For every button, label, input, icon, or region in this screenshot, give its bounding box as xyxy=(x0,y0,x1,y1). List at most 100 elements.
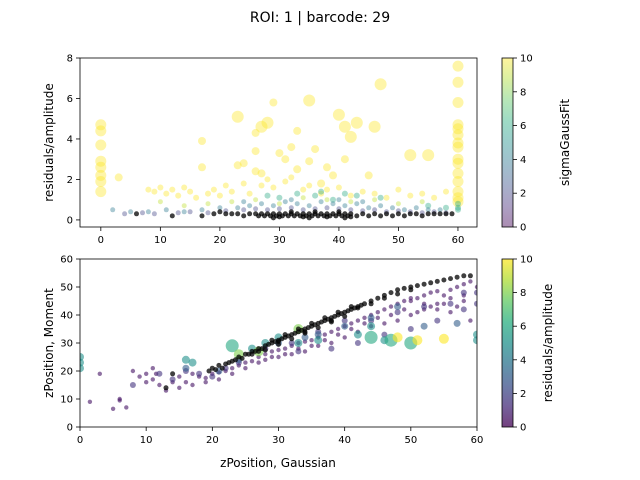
bottom-colorbar: 0 2 4 6 8 10 residuals/amplitude xyxy=(501,255,555,434)
top-data-point xyxy=(377,194,384,201)
top-data-point xyxy=(455,204,461,211)
top-colorbar-tick-label: 2 xyxy=(520,189,526,200)
top-data-point xyxy=(239,159,248,168)
top-data-point xyxy=(122,211,128,217)
top-black-point xyxy=(354,213,360,219)
bottom-y-ticks: 0 10 20 30 40 50 60 xyxy=(60,255,80,434)
bottom-black-point xyxy=(309,320,315,326)
bottom-data-point xyxy=(295,348,302,355)
top-black-point xyxy=(449,211,455,217)
bottom-data-point xyxy=(301,333,309,341)
bottom-black-point xyxy=(342,313,348,319)
top-data-point xyxy=(233,161,242,170)
bottom-data-point xyxy=(468,279,473,284)
top-data-point xyxy=(205,190,211,197)
bottom-x-tick-label: 50 xyxy=(404,435,417,446)
top-y-tick-label: 8 xyxy=(67,54,73,65)
top-data-point xyxy=(330,196,336,203)
bottom-data-point xyxy=(294,339,303,347)
bottom-data-point xyxy=(362,315,367,320)
bottom-black-point xyxy=(434,278,440,284)
bottom-data-point xyxy=(314,331,322,339)
top-data-point xyxy=(371,190,378,197)
top-scatter-plot: 0 10 20 30 40 50 60 0 2 4 6 8 residuals/amplitude xyxy=(42,54,478,246)
top-data-point xyxy=(354,201,360,207)
top-data-point xyxy=(145,186,152,193)
bottom-data-point xyxy=(461,298,466,304)
bottom-data-point xyxy=(421,303,428,310)
bottom-data-point xyxy=(415,310,420,315)
bottom-data-point xyxy=(269,354,275,360)
bottom-data-point xyxy=(276,354,281,360)
bottom-black-point xyxy=(295,326,301,332)
top-data-point xyxy=(288,205,294,211)
bottom-data-point xyxy=(144,371,149,376)
bottom-colorbar-tick-label: 8 xyxy=(520,288,526,299)
top-data-point xyxy=(228,188,235,195)
top-y-axis-label: residuals/amplitude xyxy=(42,83,56,201)
top-data-point xyxy=(264,192,271,199)
top-data-point xyxy=(443,188,449,195)
bottom-y-tick-label: 0 xyxy=(67,423,73,434)
bottom-black-point xyxy=(289,336,295,342)
top-colorbar-tick-label: 0 xyxy=(520,223,526,234)
bottom-data-point xyxy=(402,307,407,312)
bottom-y-axis-label: zPosition, Moment xyxy=(42,288,56,398)
top-black-point xyxy=(235,211,241,217)
top-data-point xyxy=(114,173,123,182)
bottom-data-point xyxy=(434,317,441,324)
bottom-data-point xyxy=(177,385,182,390)
bottom-data-point xyxy=(460,289,467,296)
top-data-point xyxy=(350,116,363,129)
bottom-data-point xyxy=(130,368,136,374)
top-data-point xyxy=(205,210,211,216)
bottom-data-point xyxy=(328,345,335,352)
bottom-data-point xyxy=(349,326,354,332)
bottom-y-tick-label: 10 xyxy=(60,395,73,406)
top-data-point xyxy=(95,139,107,151)
bottom-black-point xyxy=(401,285,407,291)
bottom-data-point xyxy=(225,339,239,353)
top-black-point xyxy=(270,215,276,221)
bottom-data-point xyxy=(355,318,361,323)
bottom-black-point xyxy=(219,365,225,371)
top-black-point xyxy=(348,214,354,220)
top-data-point xyxy=(282,178,289,185)
top-colorbar-gradient xyxy=(502,58,513,227)
top-data-point xyxy=(455,206,461,213)
bottom-x-tick-label: 10 xyxy=(140,435,153,446)
bottom-black-point xyxy=(315,325,321,331)
top-data-point xyxy=(265,207,270,213)
top-black-point xyxy=(306,215,312,221)
bottom-black-point xyxy=(170,371,176,377)
top-black-point xyxy=(169,213,175,219)
top-black-point xyxy=(217,209,223,215)
top-black-point xyxy=(336,209,342,215)
bottom-x-tick-label: 20 xyxy=(206,435,219,446)
bottom-data-point xyxy=(288,340,295,346)
top-y-ticks: 0 2 4 6 8 xyxy=(67,54,80,226)
bottom-data-point xyxy=(144,380,149,385)
bottom-data-point xyxy=(282,346,288,351)
top-data-point xyxy=(222,182,229,189)
top-black-point xyxy=(425,211,431,217)
top-data-point xyxy=(216,192,223,199)
bottom-data-point xyxy=(329,329,334,334)
bottom-data-point xyxy=(276,347,281,353)
bottom-data-point xyxy=(441,293,447,298)
bottom-data-point xyxy=(129,382,136,388)
top-data-point xyxy=(318,188,325,195)
bottom-black-point xyxy=(395,291,401,297)
top-data-point xyxy=(251,147,260,156)
top-data-point xyxy=(255,120,268,133)
top-data-point xyxy=(390,205,395,211)
bottom-data-point xyxy=(408,312,413,318)
top-data-point xyxy=(95,125,107,137)
top-data-point xyxy=(452,141,464,153)
bottom-black-point xyxy=(348,304,354,310)
bottom-colorbar-tick-label: 2 xyxy=(520,389,526,400)
top-data-point xyxy=(151,211,157,217)
top-black-point xyxy=(384,211,389,217)
top-y-tick-label: 0 xyxy=(67,215,73,226)
top-data-point xyxy=(395,201,401,207)
